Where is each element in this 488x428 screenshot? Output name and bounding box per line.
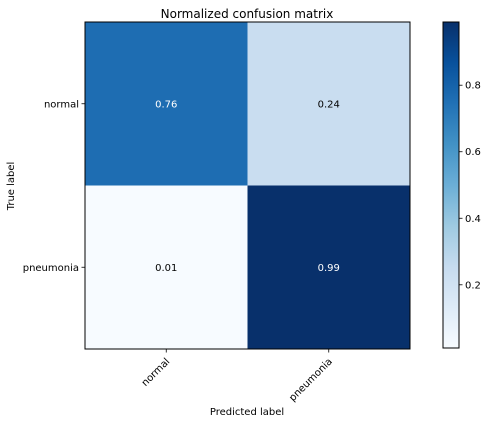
plot-frame [84, 21, 411, 350]
x-axis-ticks: normal pneumonia [140, 349, 335, 404]
colorbar-tick-label-1: 0.4 [465, 214, 481, 225]
cell-value-label-r0-c1: 0.24 [318, 99, 340, 110]
y-tick-label-0: normal [44, 99, 79, 110]
heatmap-cell-r1-c0 [85, 185, 248, 349]
heatmap-cells [85, 22, 410, 349]
heatmap-cell-r1-c1 [247, 185, 410, 349]
heatmap-cell-labels: 0.76 0.24 0.01 0.99 [155, 99, 340, 274]
cell-value-label-r1-c1: 0.99 [318, 263, 340, 274]
colorbar-ticks: 0.2 0.4 0.6 0.8 [459, 81, 481, 291]
y-tick-label-1: pneumonia [23, 263, 79, 274]
colorbar: 0.2 0.4 0.6 0.8 [442, 21, 481, 349]
y-axis-label: True label [6, 162, 17, 212]
y-axis-ticks: normal pneumonia [23, 99, 85, 274]
colorbar-gradient [443, 22, 459, 348]
chart-title: Normalized confusion matrix [161, 7, 334, 21]
x-tick-label-1: pneumonia [287, 356, 335, 404]
x-axis-label: Predicted label [210, 407, 284, 418]
x-tick-label-0: normal [140, 356, 173, 389]
colorbar-frame [442, 21, 460, 349]
colorbar-tick-label-3: 0.8 [465, 81, 481, 92]
colorbar-tick-label-2: 0.6 [465, 147, 481, 158]
heatmap-cell-r0-c1 [247, 22, 410, 186]
colorbar-tick-label-0: 0.2 [465, 280, 481, 291]
cell-value-label-r1-c0: 0.01 [155, 263, 177, 274]
cell-value-label-r0-c0: 0.76 [155, 99, 177, 110]
heatmap-cell-r0-c0 [85, 22, 248, 186]
